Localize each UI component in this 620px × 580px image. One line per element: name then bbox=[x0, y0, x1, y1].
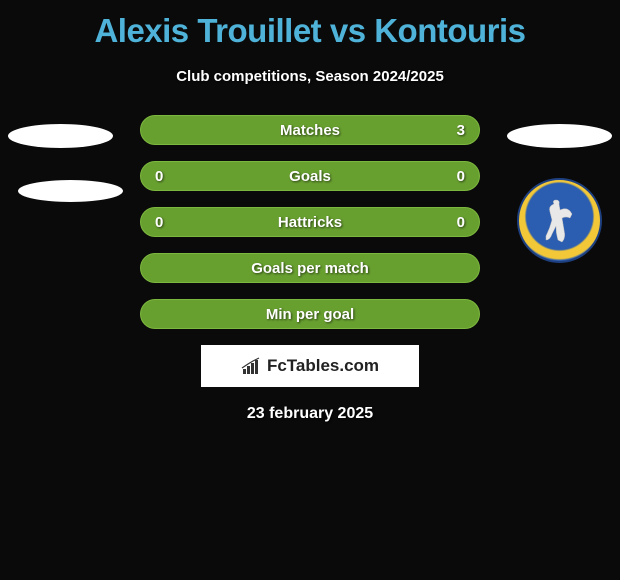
stat-right-value: 0 bbox=[445, 214, 465, 231]
stat-label: Goals per match bbox=[251, 260, 369, 277]
stat-row-min-per-goal: Min per goal bbox=[140, 299, 480, 329]
fctables-logo: FcTables.com bbox=[201, 345, 419, 387]
club-badge-right bbox=[517, 178, 602, 263]
stat-label: Goals bbox=[289, 168, 331, 185]
stat-left-value: 0 bbox=[155, 168, 175, 185]
page-title: Alexis Trouillet vs Kontouris bbox=[0, 0, 620, 50]
stat-right-value: 0 bbox=[445, 168, 465, 185]
player-left-oval-1 bbox=[8, 124, 113, 148]
stat-row-goals-per-match: Goals per match bbox=[140, 253, 480, 283]
stats-container: Matches 3 0 Goals 0 0 Hattricks 0 Goals … bbox=[140, 115, 480, 329]
stat-row-hattricks: 0 Hattricks 0 bbox=[140, 207, 480, 237]
subtitle: Club competitions, Season 2024/2025 bbox=[0, 68, 620, 85]
stat-label: Matches bbox=[280, 122, 340, 139]
stat-row-matches: Matches 3 bbox=[140, 115, 480, 145]
player-left-oval-2 bbox=[18, 180, 123, 202]
stat-row-goals: 0 Goals 0 bbox=[140, 161, 480, 191]
stat-right-value: 3 bbox=[445, 122, 465, 139]
stat-label: Hattricks bbox=[278, 214, 342, 231]
date-label: 23 february 2025 bbox=[0, 405, 620, 423]
club-badge-figure bbox=[535, 191, 585, 251]
chart-icon bbox=[241, 357, 263, 375]
stat-left-value: 0 bbox=[155, 214, 175, 231]
player-right-oval-1 bbox=[507, 124, 612, 148]
stat-label: Min per goal bbox=[266, 306, 354, 323]
logo-text: FcTables.com bbox=[267, 356, 379, 376]
